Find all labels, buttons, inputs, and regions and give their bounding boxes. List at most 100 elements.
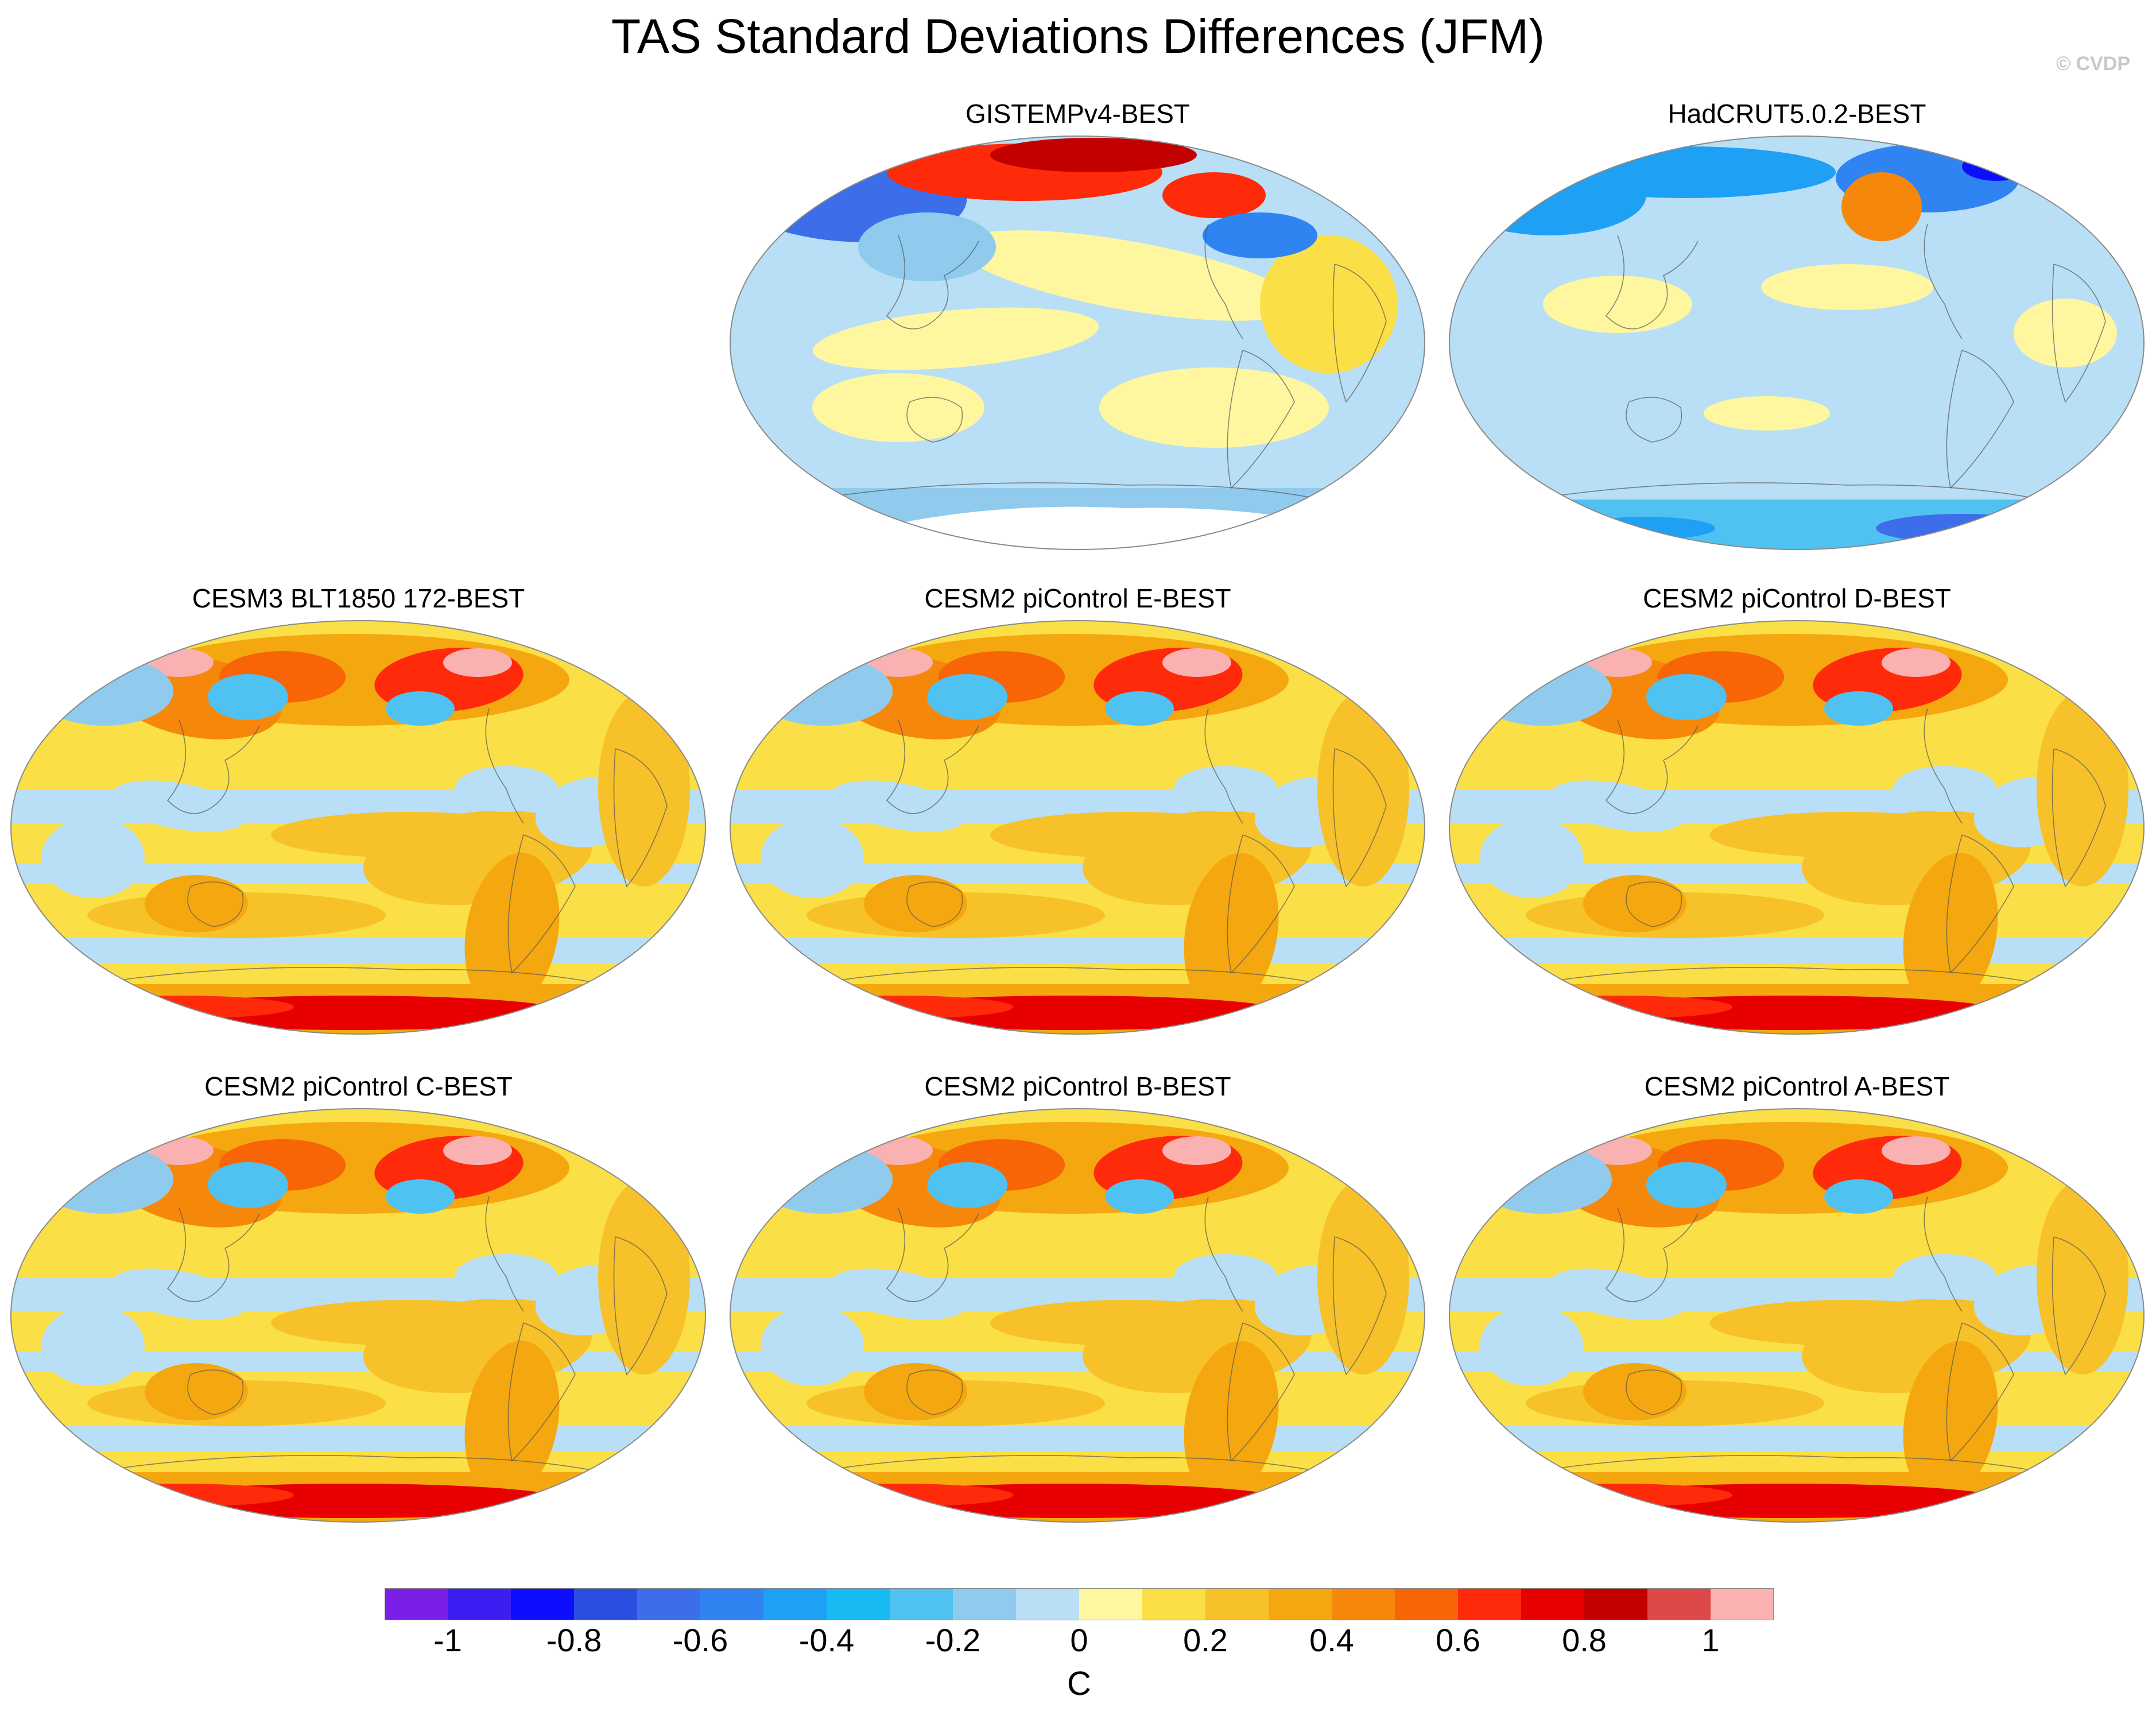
anomaly-region	[864, 875, 967, 932]
world-map	[730, 136, 1425, 550]
coastline	[1605, 235, 1699, 330]
anomaly-region	[2037, 1179, 2128, 1375]
coastline	[92, 1455, 650, 1484]
anomaly-region	[464, 853, 560, 1012]
anomaly-region	[1184, 1341, 1279, 1500]
coastline	[1946, 350, 2014, 489]
colorbar-swatch	[448, 1588, 511, 1620]
anomaly-region	[1162, 1136, 1231, 1165]
anomaly-region	[1824, 691, 1893, 726]
anomaly-region	[598, 691, 690, 887]
anomaly-region	[464, 1341, 560, 1500]
anomaly-region	[784, 1484, 1013, 1507]
colorbar-tick-label: -0.8	[546, 1622, 602, 1658]
map-panel-hadcrut: HadCRUT5.0.2-BEST	[1445, 96, 2149, 556]
anomaly-region	[958, 230, 1298, 321]
coastline	[1332, 1236, 1387, 1376]
panel-title: CESM2 piControl A-BEST	[1644, 1071, 1950, 1101]
anomaly-region	[1761, 264, 1933, 310]
world-map	[10, 1108, 706, 1523]
colorbar-swatch	[1711, 1588, 1774, 1620]
map-panel-cesm2-b: CESM2 piControl B-BEST	[726, 1069, 1429, 1528]
anomaly-band	[1449, 938, 2144, 964]
anomaly-region	[1704, 396, 1830, 431]
map-field	[1449, 136, 2144, 549]
world-map	[730, 1108, 1425, 1523]
anomaly-region	[1503, 996, 1732, 1019]
coastline	[1924, 223, 1963, 339]
colorbar-swatch	[511, 1588, 575, 1620]
colorbar-tick-label: 0.2	[1183, 1622, 1228, 1658]
colorbar-tick-label: 1	[1701, 1622, 1720, 1658]
anomaly-region	[749, 155, 841, 201]
coastline	[1204, 708, 1243, 824]
coastline	[1332, 264, 1387, 403]
coastline	[886, 1207, 979, 1302]
coastline	[187, 1369, 244, 1415]
anomaly-region	[41, 1306, 145, 1386]
anomaly-region	[271, 1300, 546, 1346]
anomaly-region	[812, 373, 984, 442]
colorbar-swatch	[1079, 1588, 1143, 1620]
coastline	[1204, 1196, 1243, 1312]
colorbar-swatch	[1395, 1588, 1459, 1620]
coastline	[1204, 223, 1243, 339]
coastline	[1227, 350, 1295, 489]
anomaly-region	[1474, 1145, 1612, 1214]
anomaly-region	[1882, 648, 1951, 677]
anomaly-region	[1317, 691, 1409, 887]
colorbar-tick-label: 0.6	[1436, 1622, 1480, 1658]
colorbar-swatch	[637, 1588, 701, 1620]
map-panel-gistemp: GISTEMPv4-BEST	[726, 96, 1429, 556]
anomaly-region	[755, 657, 893, 726]
anomaly-band	[1449, 500, 2144, 549]
coastline	[485, 1196, 524, 1312]
anomaly-region	[812, 307, 1099, 370]
coastline	[2052, 264, 2106, 403]
anomaly-region	[1962, 152, 2031, 181]
map-field	[730, 136, 1425, 549]
coastline	[1626, 881, 1682, 927]
colorbar-tick-label: -0.2	[925, 1622, 981, 1658]
coastline	[166, 719, 260, 814]
anomaly-region	[1537, 146, 1836, 198]
anomaly-region	[145, 1363, 248, 1420]
anomaly-band	[11, 1426, 705, 1452]
anomaly-region	[1184, 853, 1279, 1012]
colorbar-swatch	[1016, 1588, 1080, 1620]
anomaly-band	[1449, 1426, 2144, 1452]
colorbar-tick-label: 0.4	[1309, 1622, 1354, 1658]
colorbar-swatch	[385, 1588, 448, 1620]
coastline	[1946, 834, 2014, 974]
panel-title: CESM3 BLT1850 172-BEST	[192, 583, 525, 613]
coastline	[485, 708, 524, 824]
anomaly-region	[1583, 875, 1686, 932]
colorbar-swatch	[1142, 1588, 1206, 1620]
panel-title: CESM2 piControl B-BEST	[924, 1071, 1231, 1101]
colorbar-swatch	[700, 1588, 764, 1620]
anomaly-region	[64, 996, 294, 1019]
coastline	[1531, 967, 2089, 996]
map-panel-cesm2-c: CESM2 piControl C-BEST	[7, 1069, 710, 1528]
anomaly-region	[111, 1268, 247, 1320]
colorbar-swatch	[1647, 1588, 1711, 1620]
anomaly-band	[730, 938, 1425, 964]
world-map	[1449, 620, 2145, 1035]
anomaly-region	[1903, 853, 1998, 1012]
anomaly-region	[1709, 812, 1985, 858]
anomaly-region	[36, 657, 173, 726]
coastline	[1531, 1455, 2089, 1484]
world-map	[730, 620, 1425, 1035]
coastline	[92, 967, 650, 996]
anomaly-region	[41, 818, 145, 898]
coastline	[1626, 1369, 1682, 1415]
panel-title: CESM2 piControl E-BEST	[924, 583, 1231, 613]
coastline	[1227, 1322, 1295, 1462]
anomaly-band	[730, 1426, 1425, 1452]
colorbar-tick-label: -0.4	[798, 1622, 855, 1658]
coastline	[2052, 748, 2106, 888]
anomaly-region	[1841, 172, 1922, 241]
coastline	[1626, 397, 1682, 443]
world-map	[10, 620, 706, 1035]
coastline	[906, 397, 963, 443]
